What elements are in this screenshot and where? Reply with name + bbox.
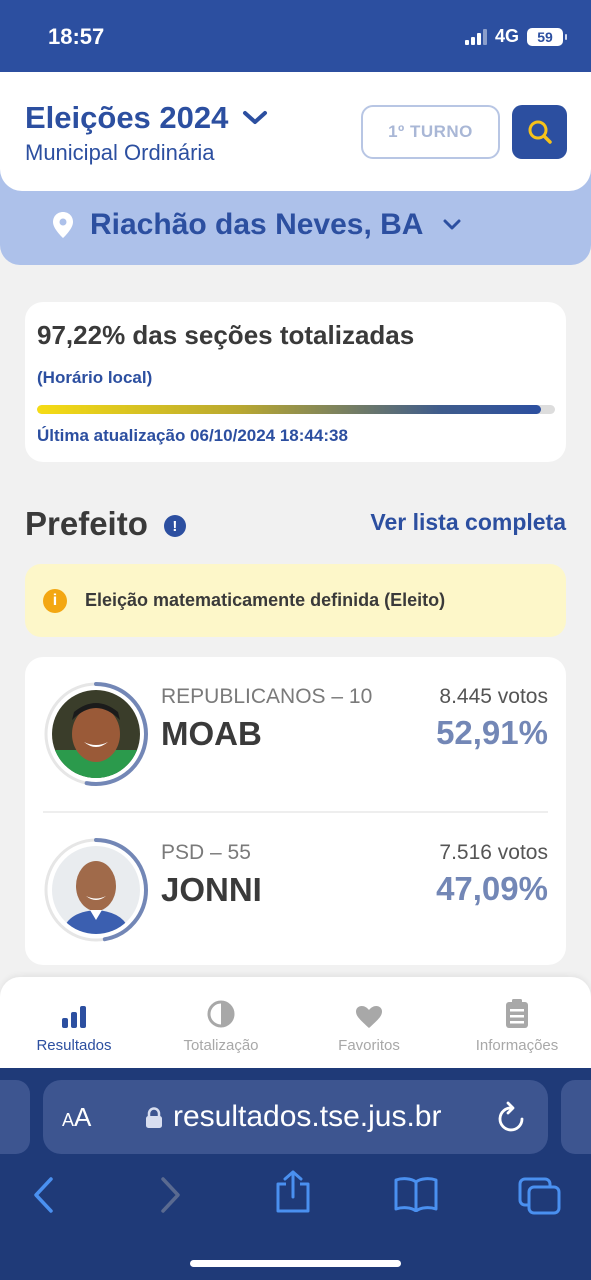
section-title: Prefeito ! xyxy=(25,505,186,543)
search-button[interactable] xyxy=(512,105,567,159)
totalization-progress-fill xyxy=(37,405,541,414)
lock-icon xyxy=(146,1107,162,1128)
back-icon[interactable] xyxy=(32,1176,54,1214)
signal-icon xyxy=(464,28,487,45)
info-icon[interactable]: ! xyxy=(163,515,186,537)
totalization-card: 97,22% das seções totalizadas (Horário l… xyxy=(25,302,566,462)
clipboard-icon xyxy=(506,999,528,1028)
bar-chart-icon xyxy=(62,1006,86,1028)
reload-icon[interactable] xyxy=(496,1100,528,1134)
candidate-row[interactable]: PSD – 55 JONNI 7.516 votos 47,09% xyxy=(25,813,566,963)
last-update: Última atualização 06/10/2024 18:44:38 xyxy=(37,426,348,445)
forward-icon[interactable] xyxy=(160,1176,182,1214)
location-selector[interactable]: Riachão das Neves, BA xyxy=(52,208,461,242)
next-tab-stub[interactable] xyxy=(561,1080,591,1154)
pie-chart-icon xyxy=(207,1000,235,1028)
divider xyxy=(43,811,548,813)
text-size-small: A xyxy=(62,1110,75,1130)
network-type: 4G xyxy=(494,26,519,46)
nav-item-label: Totalização xyxy=(183,1037,259,1054)
status-time: 18:57 xyxy=(48,24,105,49)
totalization-title: 97,22% das seções totalizadas xyxy=(37,320,415,350)
candidate-name: JONNI xyxy=(161,871,262,908)
turno-button[interactable]: 1º TURNO xyxy=(361,105,500,159)
candidate-avatar-ring xyxy=(43,681,149,787)
bottom-nav: Resultados Totalização Favoritos Informa… xyxy=(0,977,591,1068)
nav-item-informacoes[interactable]: Informações xyxy=(447,999,587,1054)
nav-item-label: Favoritos xyxy=(338,1037,400,1054)
candidate-percent: 47,09% xyxy=(436,870,548,907)
candidate-name: MOAB xyxy=(161,715,262,752)
url-text: resultados.tse.jus.br xyxy=(173,1100,442,1133)
candidate-party: PSD – 55 xyxy=(161,841,251,864)
header-card: Eleições 2024 Municipal Ordinária 1º TUR… xyxy=(0,72,591,191)
section-title-text: Prefeito xyxy=(25,505,148,542)
chevron-down-icon xyxy=(243,111,268,124)
alert-text: Eleição matematicamente definida (Eleito… xyxy=(85,590,446,610)
vote-share-ring xyxy=(44,838,148,942)
home-indicator[interactable] xyxy=(190,1260,401,1267)
candidate-party: REPUBLICANOS – 10 xyxy=(161,685,373,708)
nav-item-resultados[interactable]: Resultados xyxy=(4,999,144,1054)
tabs-icon[interactable] xyxy=(517,1176,563,1216)
search-icon xyxy=(528,120,552,144)
candidate-votes: 7.516 votos xyxy=(439,841,548,864)
chevron-down-icon xyxy=(443,219,461,230)
nav-item-totalizacao[interactable]: Totalização xyxy=(151,999,291,1054)
vote-share-ring xyxy=(44,682,148,786)
text-size-button[interactable]: AA xyxy=(62,1102,91,1133)
avatar xyxy=(52,846,140,934)
candidate-avatar-ring xyxy=(43,837,149,943)
info-icon: i xyxy=(43,588,67,613)
candidates-card: REPUBLICANOS – 10 MOAB 8.445 votos 52,91… xyxy=(25,657,566,965)
nav-item-favoritos[interactable]: Favoritos xyxy=(299,999,439,1054)
nav-item-label: Resultados xyxy=(36,1037,112,1054)
bookmarks-icon[interactable] xyxy=(393,1176,439,1212)
battery-level: 59 xyxy=(537,28,553,45)
election-title: Eleições 2024 xyxy=(25,100,229,135)
browser-chrome: AA resultados.tse.jus.br xyxy=(0,1068,591,1280)
browser-toolbar xyxy=(0,1168,591,1228)
alert-banner: i Eleição matematicamente definida (Elei… xyxy=(25,564,566,637)
status-bar: 18:57 4G 59 xyxy=(0,0,591,72)
avatar xyxy=(52,690,140,778)
candidate-percent: 52,91% xyxy=(436,714,548,751)
local-time-label: (Horário local) xyxy=(37,368,153,387)
location-name: Riachão das Neves, BA xyxy=(90,208,424,241)
previous-tab-stub[interactable] xyxy=(0,1080,30,1154)
candidate-row[interactable]: REPUBLICANOS – 10 MOAB 8.445 votos 52,91… xyxy=(25,657,566,807)
see-full-list-link[interactable]: Ver lista completa xyxy=(370,509,566,535)
location-pin-icon xyxy=(53,212,73,238)
election-selector[interactable]: Eleições 2024 xyxy=(25,100,268,136)
status-indicators: 4G 59 xyxy=(464,26,567,47)
battery-icon: 59 xyxy=(527,27,567,46)
share-icon[interactable] xyxy=(274,1170,312,1214)
candidate-votes: 8.445 votos xyxy=(439,685,548,708)
text-size-large: A xyxy=(74,1102,92,1132)
address-bar[interactable]: AA resultados.tse.jus.br xyxy=(43,1080,548,1154)
election-subtitle: Municipal Ordinária xyxy=(25,140,215,165)
totalization-progress-bar xyxy=(37,405,555,414)
heart-icon xyxy=(356,1006,382,1028)
nav-item-label: Informações xyxy=(475,1037,559,1054)
